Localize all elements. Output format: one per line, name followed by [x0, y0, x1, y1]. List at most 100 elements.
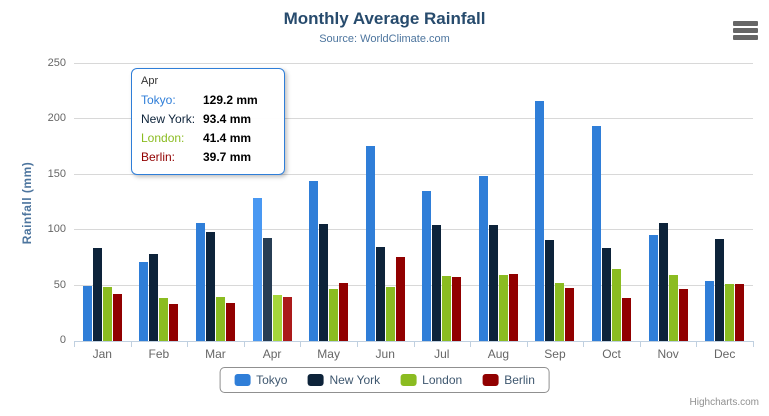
bar-london-nov[interactable] [668, 275, 678, 341]
bar-tokyo-sep[interactable] [535, 101, 545, 341]
x-axis-label-jun: Jun [375, 347, 395, 361]
y-axis-tick-label: 0 [59, 334, 66, 346]
x-axis-label-dec: Dec [714, 347, 736, 361]
x-axis-tick [753, 341, 754, 347]
chart-subtitle: Source: WorldClimate.com [319, 33, 450, 45]
bar-new-york-apr[interactable] [262, 237, 272, 341]
legend-item-berlin[interactable]: Berlin [482, 373, 535, 387]
bar-tokyo-jul[interactable] [422, 190, 432, 341]
x-axis-tick [414, 341, 415, 347]
bar-london-aug[interactable] [498, 274, 508, 341]
bar-london-jan[interactable] [102, 286, 112, 341]
bar-new-york-oct[interactable] [602, 248, 612, 341]
x-axis-label-aug: Aug [487, 347, 510, 361]
bar-tokyo-jun[interactable] [365, 146, 375, 341]
tooltip-row: Tokyo: 129.2 mm [141, 91, 275, 110]
bar-london-may[interactable] [329, 288, 339, 341]
tooltip-series-name: Tokyo: [141, 93, 176, 107]
context-menu-button[interactable] [733, 21, 758, 40]
bar-tokyo-oct[interactable] [592, 125, 602, 341]
x-axis-label-sep: Sep [544, 347, 566, 361]
y-axis-tick-label: 150 [47, 167, 66, 180]
bar-berlin-dec[interactable] [735, 284, 745, 341]
x-axis-tick [357, 341, 358, 347]
legend-item-tokyo[interactable]: Tokyo [234, 373, 287, 387]
tooltip: Apr Tokyo: 129.2 mm New York: 93.4 mm London… [131, 68, 285, 175]
tooltip-row: Berlin: 39.7 mm [141, 148, 275, 167]
y-axis-tick-label: 50 [53, 278, 66, 291]
chart-title: Monthly Average Rainfall [283, 9, 486, 28]
bar-new-york-dec[interactable] [715, 238, 725, 341]
tooltip-row: London: 41.4 mm [141, 129, 275, 148]
bar-london-apr[interactable] [272, 295, 282, 341]
bar-tokyo-aug[interactable] [478, 176, 488, 341]
bar-tokyo-apr[interactable] [252, 197, 262, 341]
hamburger-menu-icon [733, 28, 758, 33]
bar-london-jun[interactable] [385, 287, 395, 341]
x-axis-tick [187, 341, 188, 347]
bar-berlin-may[interactable] [339, 282, 349, 341]
legend-label: Tokyo [256, 373, 288, 387]
bar-london-sep[interactable] [555, 282, 565, 341]
bar-berlin-oct[interactable] [622, 297, 632, 341]
plot-area [74, 63, 753, 341]
x-axis-label-jan: Jan [92, 347, 112, 361]
x-axis-label-jul: Jul [434, 347, 450, 361]
bar-berlin-nov[interactable] [678, 289, 688, 341]
bar-london-oct[interactable] [612, 268, 622, 341]
bar-tokyo-feb[interactable] [139, 261, 149, 341]
y-axis-tick-label: 200 [47, 112, 66, 125]
tooltip-series-name: New York: [141, 112, 196, 126]
bar-berlin-mar[interactable] [225, 302, 235, 341]
legend-item-new-york[interactable]: New York [307, 373, 380, 387]
x-axis-tick [527, 341, 528, 347]
bar-new-york-nov[interactable] [658, 222, 668, 341]
bar-london-jul[interactable] [442, 275, 452, 341]
bar-tokyo-may[interactable] [309, 181, 319, 341]
bar-berlin-aug[interactable] [508, 274, 518, 341]
legend: Tokyo New York London Berlin [219, 367, 550, 393]
tooltip-series-value: 41.4 mm [203, 131, 252, 145]
bar-berlin-feb[interactable] [169, 304, 179, 341]
x-axis-label-feb: Feb [148, 347, 170, 361]
tooltip-series-name: Berlin: [141, 150, 176, 164]
bar-berlin-jun[interactable] [395, 257, 405, 341]
bar-berlin-jan[interactable] [112, 294, 122, 341]
bar-new-york-jan[interactable] [92, 248, 102, 341]
x-axis-tick [244, 341, 245, 347]
bar-tokyo-mar[interactable] [195, 223, 205, 341]
x-axis-tick [696, 341, 697, 347]
bar-london-feb[interactable] [159, 298, 169, 341]
x-axis-label-mar: Mar [205, 347, 226, 361]
bar-new-york-jun[interactable] [375, 247, 385, 341]
bar-new-york-feb[interactable] [149, 253, 159, 341]
gridline [74, 118, 753, 120]
x-axis-tick [640, 341, 641, 347]
bar-new-york-aug[interactable] [488, 225, 498, 341]
tooltip-series-value: 129.2 mm [203, 93, 258, 107]
bar-tokyo-dec[interactable] [705, 280, 715, 341]
tooltip-series-value: 39.7 mm [203, 150, 252, 164]
bar-new-york-jul[interactable] [432, 224, 442, 341]
x-axis-tick [74, 341, 75, 347]
bar-berlin-sep[interactable] [565, 288, 575, 341]
bar-new-york-sep[interactable] [545, 239, 555, 341]
bar-berlin-apr[interactable] [282, 297, 292, 341]
credits-link[interactable]: Highcharts.com [689, 397, 759, 408]
bar-berlin-jul[interactable] [452, 277, 462, 341]
bar-tokyo-nov[interactable] [648, 235, 658, 341]
legend-item-london[interactable]: London [400, 373, 462, 387]
gridline [74, 284, 753, 286]
x-axis-tick [131, 341, 132, 347]
x-axis-label-may: May [317, 347, 340, 361]
bar-tokyo-jan[interactable] [82, 285, 92, 341]
gridline [74, 229, 753, 231]
y-axis-tick-label: 250 [47, 57, 66, 69]
bar-new-york-may[interactable] [319, 223, 329, 341]
legend-swatch-icon [400, 374, 417, 386]
x-axis-label-apr: Apr [262, 347, 282, 361]
bar-london-dec[interactable] [725, 284, 735, 341]
x-axis-label-nov: Nov [657, 347, 679, 361]
bar-london-mar[interactable] [215, 297, 225, 341]
bar-new-york-mar[interactable] [205, 231, 215, 341]
